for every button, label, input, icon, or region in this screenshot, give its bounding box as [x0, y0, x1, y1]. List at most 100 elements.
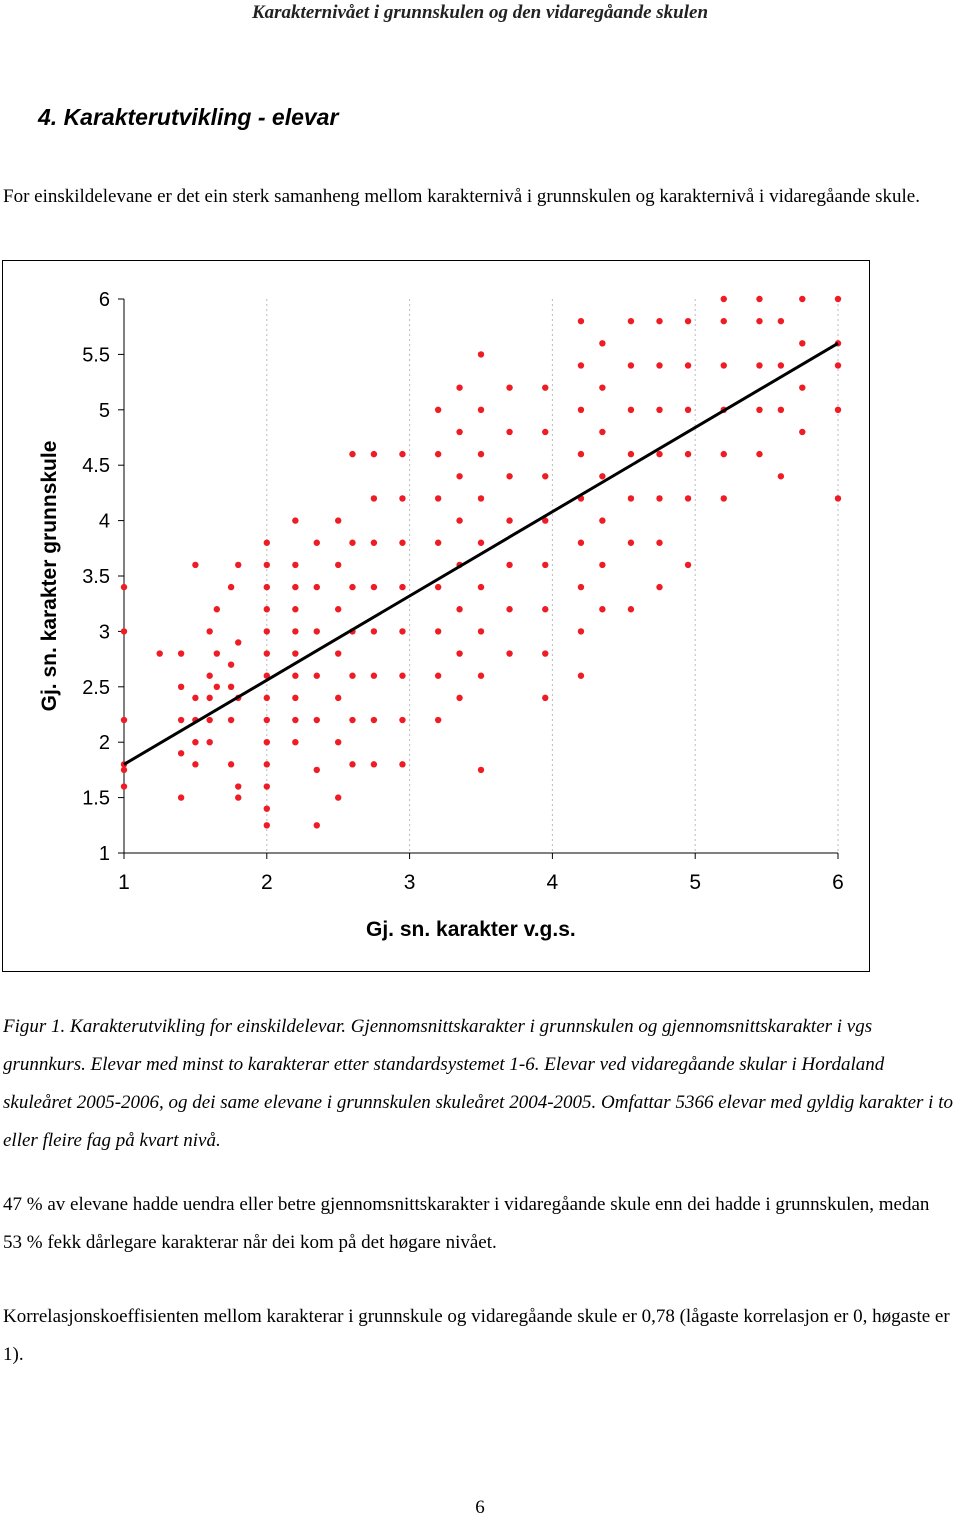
- point: [684, 561, 692, 569]
- point: [542, 428, 549, 436]
- point: [120, 716, 128, 724]
- point: [335, 739, 342, 746]
- point: [456, 694, 463, 702]
- point: [263, 561, 270, 569]
- point: [542, 517, 549, 524]
- point: [477, 495, 485, 502]
- point: [599, 517, 606, 524]
- point: [227, 661, 235, 668]
- point: [777, 406, 785, 413]
- point: [477, 672, 485, 679]
- point: [177, 650, 185, 657]
- point: [599, 473, 606, 480]
- point: [206, 716, 213, 724]
- point: [477, 406, 485, 413]
- point: [684, 495, 692, 502]
- point: [434, 450, 442, 458]
- point: [313, 583, 320, 591]
- point: [627, 406, 635, 413]
- point: [506, 428, 513, 436]
- point: [313, 766, 320, 774]
- figure-caption: Figur 1. Karakterutvikling for einskilde…: [3, 1016, 953, 1151]
- point: [335, 517, 342, 524]
- point: [370, 761, 378, 768]
- point: [206, 739, 213, 746]
- point: [192, 694, 199, 702]
- point: [506, 606, 513, 613]
- point: [227, 583, 235, 591]
- point: [477, 628, 485, 635]
- point: [399, 539, 406, 546]
- point: [577, 317, 585, 325]
- point: [684, 450, 692, 458]
- point: [349, 761, 356, 768]
- point: [477, 539, 485, 546]
- x-tick-label: 4: [547, 871, 559, 894]
- point: [399, 628, 406, 635]
- y-tick-label: 6: [99, 289, 110, 311]
- point: [263, 583, 270, 591]
- point: [542, 384, 549, 391]
- point: [313, 716, 320, 724]
- point: [506, 561, 513, 569]
- point: [627, 362, 635, 369]
- point: [684, 406, 692, 413]
- point: [349, 583, 356, 591]
- point: [235, 561, 242, 569]
- point: [684, 362, 692, 369]
- point: [434, 583, 442, 591]
- point: [834, 295, 842, 303]
- x-tick-label: 3: [404, 871, 416, 894]
- point: [206, 672, 213, 679]
- y-tick-label: 2: [99, 732, 110, 754]
- point: [292, 716, 299, 724]
- point: [227, 683, 235, 690]
- point: [292, 650, 299, 657]
- point: [456, 473, 463, 480]
- section-heading: 4. Karakterutvikling - elevar: [38, 104, 339, 130]
- point: [720, 495, 727, 502]
- point: [399, 583, 406, 591]
- point: [506, 384, 513, 391]
- point: [370, 672, 378, 679]
- point: [599, 428, 606, 436]
- point: [206, 628, 213, 635]
- point: [177, 683, 185, 690]
- point: [263, 805, 270, 812]
- point: [120, 628, 128, 635]
- point: [263, 672, 270, 679]
- point: [577, 672, 585, 679]
- point: [656, 406, 663, 413]
- point: [477, 583, 485, 591]
- point: [370, 583, 378, 591]
- point: [777, 473, 785, 480]
- point: [656, 539, 663, 546]
- x-tick-label: 5: [689, 871, 701, 894]
- point: [577, 450, 585, 458]
- point: [335, 794, 342, 801]
- point: [370, 495, 378, 502]
- point: [756, 317, 763, 325]
- point: [263, 606, 270, 613]
- paragraph: Korrelasjonskoeffisienten mellom karakte…: [3, 1306, 950, 1365]
- point: [313, 822, 320, 829]
- point: [799, 428, 806, 436]
- point: [292, 517, 299, 524]
- point: [477, 766, 485, 774]
- y-tick-label: 4.5: [82, 455, 110, 477]
- point: [263, 694, 270, 702]
- point: [477, 450, 485, 458]
- y-tick-label: 3.5: [82, 566, 110, 588]
- y-tick-label: 2.5: [82, 677, 110, 699]
- point: [349, 672, 356, 679]
- point: [213, 650, 221, 657]
- point: [434, 406, 442, 413]
- point: [777, 362, 785, 369]
- point: [599, 384, 606, 391]
- point: [313, 539, 320, 546]
- point: [399, 495, 406, 502]
- y-tick-label: 5: [99, 400, 110, 422]
- point: [292, 672, 299, 679]
- point: [177, 750, 185, 757]
